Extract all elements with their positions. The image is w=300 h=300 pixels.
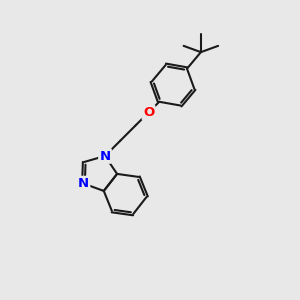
Text: O: O — [143, 106, 154, 119]
Text: N: N — [99, 149, 111, 163]
Text: N: N — [78, 177, 89, 190]
